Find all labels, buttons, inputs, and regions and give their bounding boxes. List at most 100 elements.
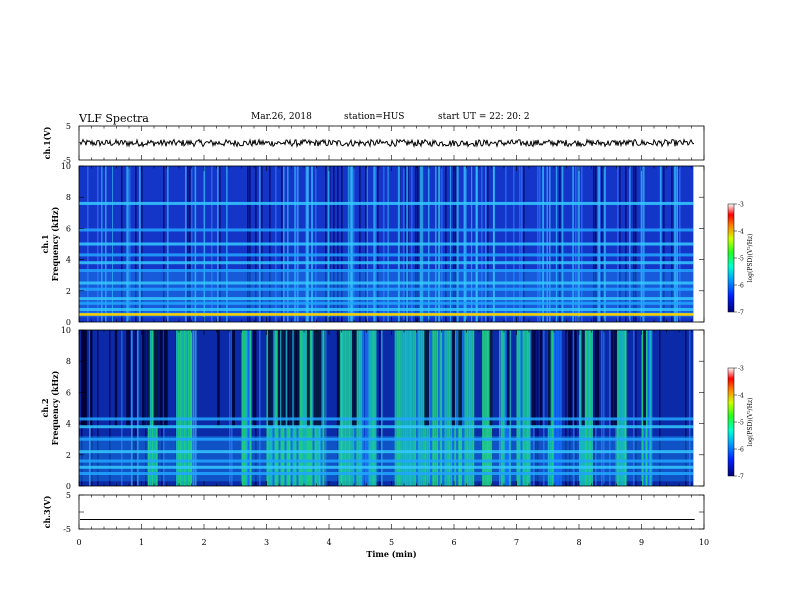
spectrogram-column [175, 330, 177, 486]
quiet-column [336, 330, 340, 427]
emission-column [559, 330, 562, 486]
start-time-label: start UT = 22: 20: 2 [438, 112, 530, 122]
spectrogram-column [659, 330, 661, 486]
emission-column [587, 330, 589, 486]
emission-column [444, 330, 447, 486]
emission-column [175, 330, 178, 486]
bright-frequency-band [79, 313, 694, 316]
ch3-ytick-label: -5 [63, 525, 71, 534]
emission-column [181, 330, 184, 486]
emission-column [516, 330, 519, 486]
quiet-column [567, 330, 573, 427]
emission-column [304, 330, 307, 486]
quiet-column [614, 330, 618, 427]
spectrogram-column [543, 330, 545, 486]
emission-column [300, 330, 303, 486]
emission-column [241, 330, 244, 486]
freq-ytick-label: 2 [66, 451, 71, 460]
quiet-column [318, 330, 322, 427]
emission-column [432, 330, 435, 486]
emission-column [462, 330, 465, 486]
quiet-column [451, 330, 456, 427]
freq-ytick-label: 4 [66, 256, 71, 265]
emission-column [579, 330, 581, 486]
quiet-column [252, 330, 256, 427]
emission-column [410, 330, 413, 486]
emission-column [430, 330, 433, 486]
quiet-column [281, 330, 286, 427]
emission-column [450, 330, 453, 486]
spectrogram-column [603, 330, 605, 486]
frequency-band [79, 465, 694, 469]
chart-title: VLF Spectra [79, 112, 149, 125]
frequency-band [79, 287, 694, 291]
emission-column [438, 330, 441, 486]
quiet-column [581, 330, 585, 427]
spectrogram-column [133, 330, 135, 486]
emission-column [557, 330, 560, 486]
emission-column [522, 330, 525, 486]
quiet-column [153, 330, 159, 427]
emission-column [422, 330, 425, 486]
quiet-column [141, 330, 145, 427]
quiet-column [574, 330, 577, 427]
quiet-column [231, 330, 236, 427]
emission-column [500, 330, 503, 486]
quiet-column [547, 330, 551, 427]
emission-column [418, 330, 421, 486]
spectrogram-column [633, 330, 635, 486]
emission-column [402, 330, 405, 486]
emission-column [486, 330, 489, 486]
emission-column [440, 330, 443, 486]
spectrogram-column [573, 330, 575, 486]
emission-column [551, 330, 554, 486]
quiet-column [163, 330, 168, 427]
ch1-ylabel: ch.1(V) [42, 126, 52, 159]
emission-column [243, 330, 246, 486]
spectrogram-column [499, 330, 501, 486]
emission-column [292, 330, 295, 486]
emission-column [464, 330, 467, 486]
spectrogram-column [565, 330, 567, 486]
emission-column [247, 330, 250, 486]
spectrogram-column [135, 330, 137, 486]
colorbar [727, 203, 735, 313]
emission-column [274, 330, 277, 486]
emission-column [448, 330, 451, 486]
time-xlabel: Time (min) [366, 549, 416, 559]
colorbar [727, 367, 735, 477]
emission-column [520, 330, 523, 486]
emission-column [468, 330, 471, 486]
freq-ytick-label: 6 [66, 224, 71, 233]
spectrogram-column [121, 330, 123, 486]
channel-ylabel: ch.2 [40, 398, 50, 417]
emission-column [372, 330, 375, 486]
emission-column [151, 330, 154, 486]
spectrogram-column [535, 330, 537, 486]
colorbar-tick-label: -4 [738, 393, 744, 400]
emission-column [187, 330, 190, 486]
time-xtick-label: 6 [451, 538, 456, 547]
time-xtick-label: 1 [139, 538, 144, 547]
freq-ytick-label: 2 [66, 287, 71, 296]
frequency-band [79, 437, 694, 441]
frequency-band [79, 228, 694, 232]
emission-column [555, 330, 558, 486]
emission-column [348, 330, 351, 486]
quiet-column [114, 330, 118, 427]
emission-column [622, 330, 625, 486]
emission-column [358, 330, 361, 486]
freq-ytick-label: 8 [66, 357, 71, 366]
spectrogram-column [689, 330, 691, 486]
emission-column [518, 330, 521, 486]
emission-column [400, 330, 403, 486]
station-label: station=HUS [344, 112, 405, 122]
ch3-plot-frame [78, 494, 705, 530]
spectrogram-column [193, 330, 195, 486]
freq-ytick-label: 6 [66, 388, 71, 397]
emission-column [434, 330, 437, 486]
emission-column [340, 330, 343, 486]
colorbar-tick-label: -6 [738, 447, 744, 454]
time-xtick-label: 0 [76, 538, 81, 547]
